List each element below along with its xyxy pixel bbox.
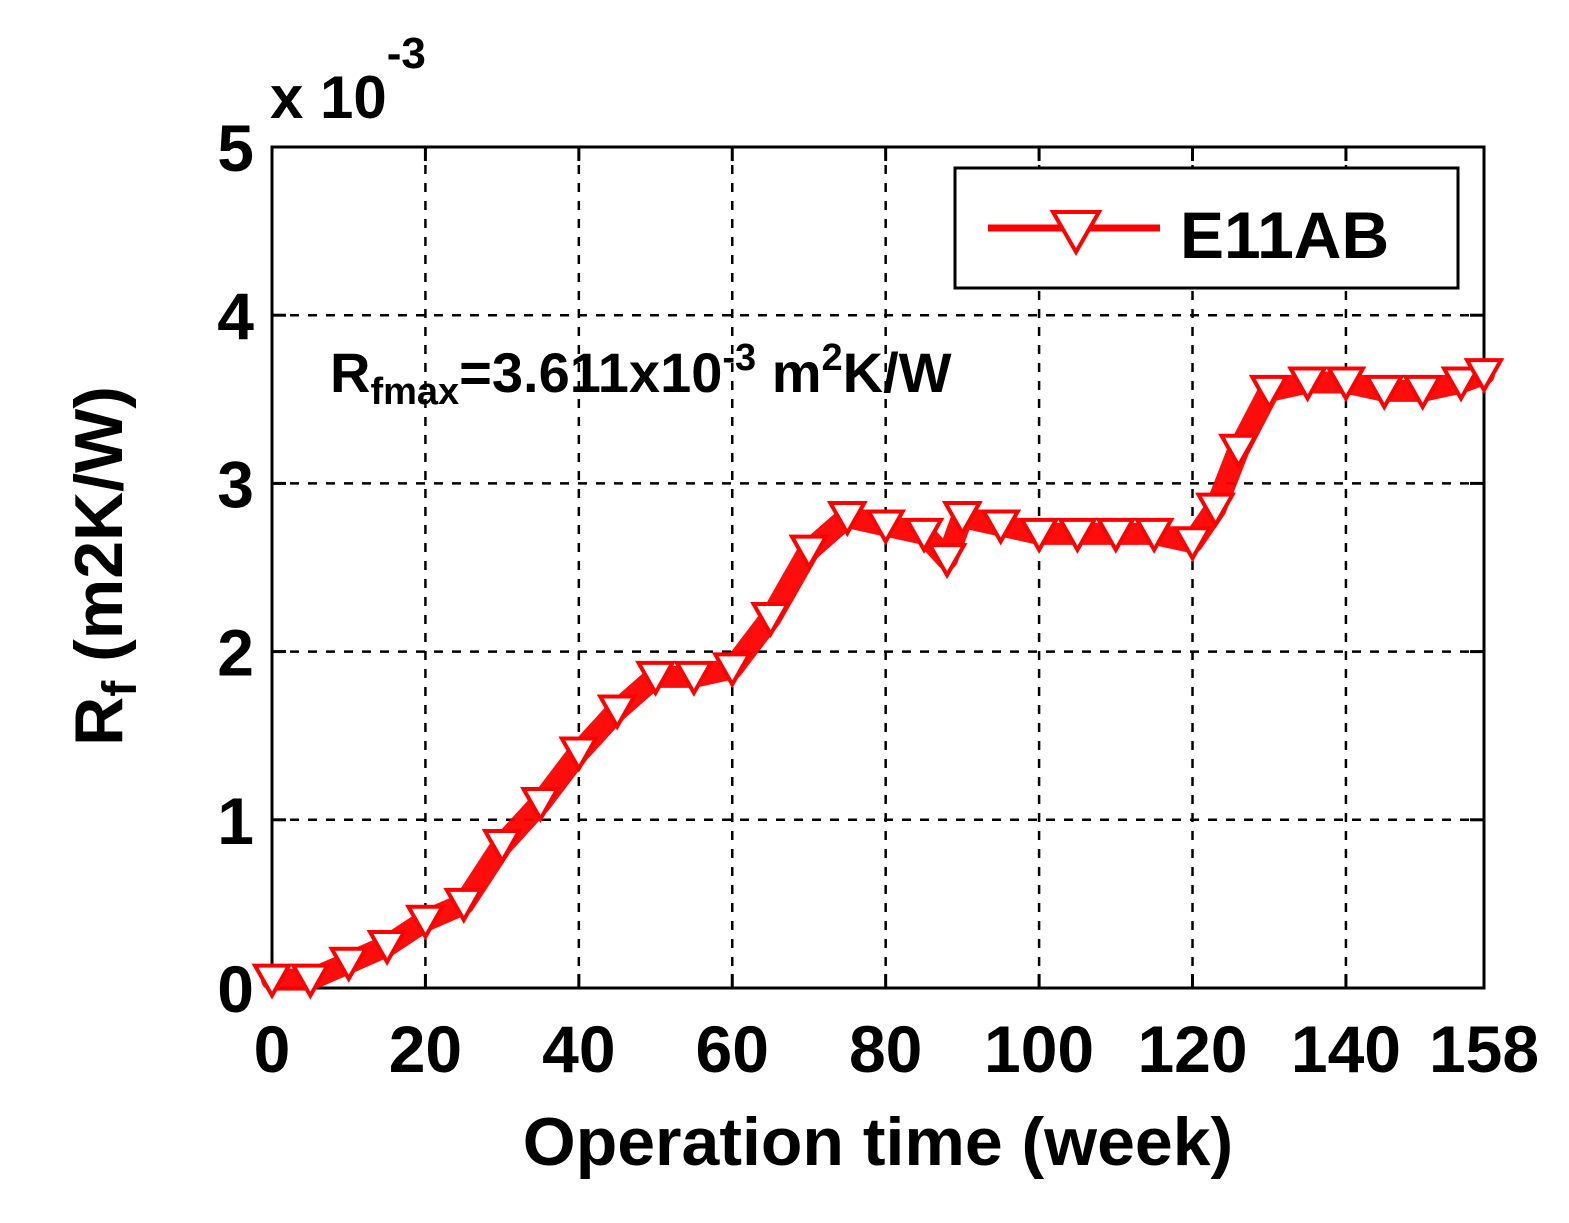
y-tick-label: 5: [217, 111, 254, 185]
data-point-marker: [926, 543, 968, 580]
y-axis-title-unit: (m2K/W): [61, 386, 137, 681]
y-multiplier: x 10-3: [270, 29, 426, 131]
series-layer: [251, 358, 1505, 1000]
y-tick-label: 1: [217, 784, 254, 858]
data-point-marker: [1195, 492, 1236, 529]
y-axis-title: Rf (m2K/W): [61, 386, 147, 746]
annotation-unit-base: m: [756, 341, 821, 404]
data-point-marker: [520, 786, 561, 824]
annotation-value-sup: -3: [722, 337, 756, 379]
annotation-unit-sup: 2: [822, 337, 843, 379]
y-axis-title-sub: f: [94, 680, 147, 697]
data-point-marker: [1287, 366, 1329, 403]
data-point-marker: [1402, 374, 1444, 411]
data-point-marker: [1018, 517, 1060, 554]
data-point-marker: [481, 829, 523, 866]
annotation-rfmax: Rfmax=3.611x10-3 m2K/W: [330, 337, 952, 413]
x-tick-label: 80: [849, 1012, 922, 1086]
data-point-marker: [1440, 366, 1482, 403]
annotation-unit-rest: K/W: [843, 341, 952, 404]
y-tick-label: 0: [217, 952, 254, 1026]
y-tick-label: 3: [217, 447, 254, 521]
x-tick-label: 140: [1291, 1012, 1401, 1086]
grid: [272, 147, 1484, 988]
data-point-marker: [865, 509, 907, 546]
data-point-marker: [635, 660, 676, 697]
x-tick-labels: 0 20 40 60 80 100 120 140 158: [254, 1012, 1539, 1086]
x-tick-label: 40: [542, 1012, 615, 1086]
data-point-marker: [443, 887, 485, 924]
x-tick-label: 0: [254, 1012, 291, 1086]
legend-marker-triangle-down: [1049, 210, 1103, 257]
data-point-marker: [1095, 517, 1137, 554]
legend-label: E11AB: [1180, 198, 1389, 272]
data-point-marker: [1057, 517, 1098, 554]
data-point-marker: [711, 652, 753, 689]
x-tick-label: 60: [696, 1012, 769, 1086]
data-point-marker: [404, 904, 446, 941]
data-point-marker: [596, 694, 638, 731]
plot-frame: [270, 145, 1486, 990]
annotation-prefix: R: [330, 341, 370, 404]
data-point-marker: [941, 501, 983, 538]
x-tick-label: 120: [1137, 1012, 1247, 1086]
data-point-marker: [750, 601, 792, 639]
data-point-marker: [1218, 433, 1259, 470]
data-point-marker: [1172, 526, 1213, 563]
x-axis-title: Operation time (week): [523, 1104, 1233, 1180]
data-point-marker: [903, 517, 945, 554]
y-tick-label: 2: [217, 616, 254, 690]
data-point-marker: [826, 501, 868, 538]
data-point-marker: [673, 660, 715, 697]
data-point-marker: [289, 963, 331, 1000]
annotation-prefix-sub: fmax: [370, 371, 459, 413]
x-tick-label: 100: [984, 1012, 1094, 1086]
data-point-marker: [1248, 374, 1290, 411]
annotation-value: =3.611x10: [459, 341, 722, 404]
legend-box: [953, 166, 1460, 290]
y-multiplier-base: x 10: [270, 64, 387, 131]
y-multiplier-exponent: -3: [387, 29, 426, 78]
data-point-marker: [328, 946, 370, 983]
data-point-marker: [251, 963, 293, 1000]
data-point-marker: [1363, 374, 1405, 411]
y-tick-labels: 0 1 2 3 4 5: [217, 111, 254, 1026]
data-point-marker: [1133, 517, 1175, 554]
data-point-marker: [1325, 366, 1367, 403]
data-point-marker: [558, 736, 600, 773]
data-point-marker: [788, 534, 830, 571]
y-axis-title-main: R: [61, 697, 137, 746]
x-tick-label: 20: [389, 1012, 462, 1086]
legend: E11AB: [953, 166, 1460, 290]
data-point-marker: [366, 929, 408, 967]
data-point-marker: [980, 509, 1022, 546]
y-tick-label: 4: [217, 279, 254, 353]
x-tick-label: 158: [1429, 1012, 1539, 1086]
data-point-marker: [1463, 358, 1505, 395]
